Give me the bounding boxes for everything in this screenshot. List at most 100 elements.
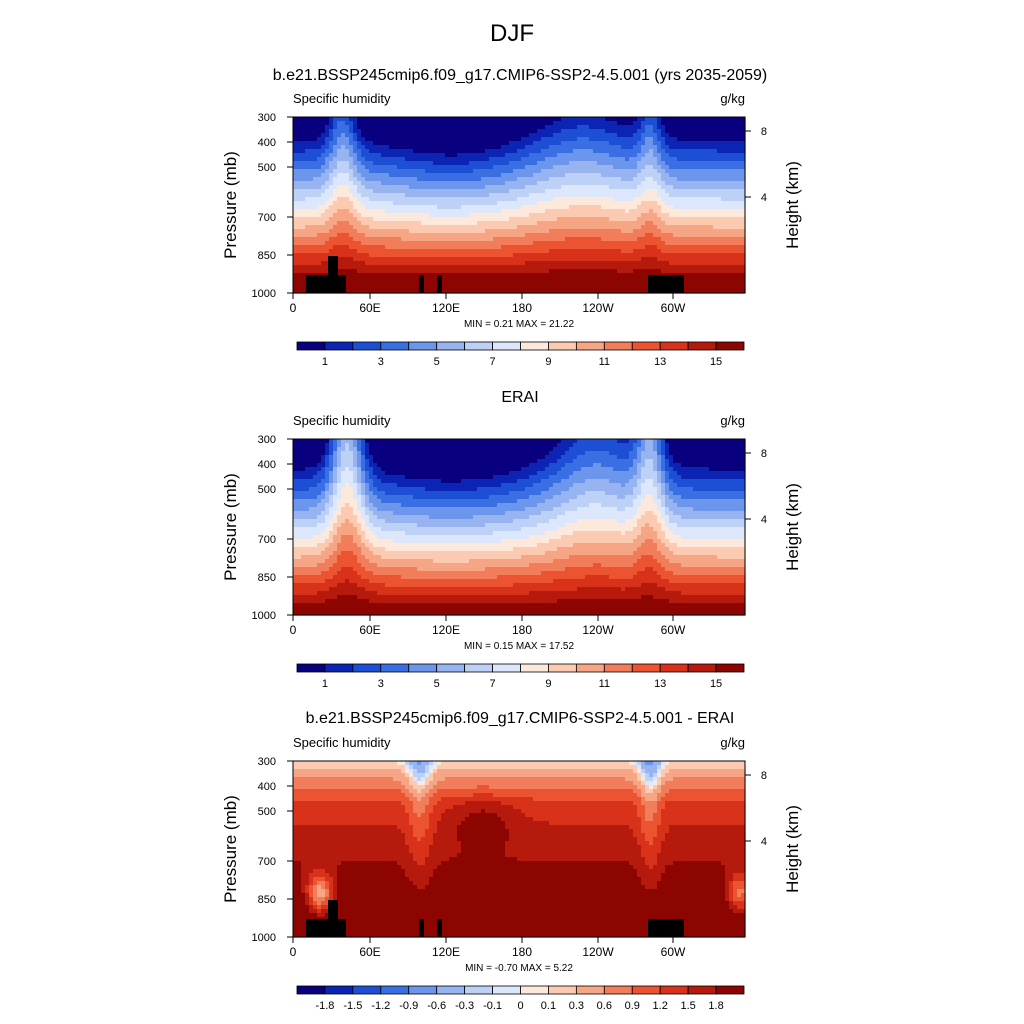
colorbar-swatch bbox=[380, 985, 410, 995]
y-tick-label: 500 bbox=[258, 162, 276, 174]
y-tick-label: 400 bbox=[258, 781, 276, 793]
y-tick-label: 300 bbox=[258, 434, 276, 446]
right-axis-label: Height (km) bbox=[783, 805, 802, 893]
colorbar-label: 3 bbox=[378, 678, 384, 690]
colorbar-label: 9 bbox=[545, 356, 551, 368]
y-tick-label: 1000 bbox=[252, 288, 276, 300]
colorbar-swatch bbox=[548, 663, 577, 673]
colorbar-swatch bbox=[464, 985, 493, 995]
y-tick-label: 300 bbox=[258, 756, 276, 768]
figure-title: DJF bbox=[490, 20, 534, 47]
colorbar-label: -0.1 bbox=[483, 1000, 502, 1012]
variable-label: Specific humidity bbox=[293, 91, 391, 106]
colorbar-swatch bbox=[436, 663, 466, 673]
colorbar-swatch bbox=[520, 663, 549, 673]
colorbar-swatch bbox=[296, 663, 326, 673]
x-tick-label: 60W bbox=[661, 945, 686, 959]
right-axis-label: Height (km) bbox=[783, 161, 802, 249]
panel-2: ERAI Specific humidity g/kg 0 60E 120E 180 120W… bbox=[221, 389, 802, 690]
colorbar-swatch bbox=[352, 341, 382, 351]
y-tick-label: 400 bbox=[258, 459, 276, 471]
topography-mask bbox=[328, 256, 338, 276]
colorbar-swatch bbox=[687, 663, 717, 673]
colorbar-swatch bbox=[408, 663, 438, 673]
colorbar-swatch bbox=[715, 663, 745, 673]
colorbar-swatch bbox=[324, 985, 354, 995]
plot-frame bbox=[292, 116, 746, 294]
x-tick-label: 60W bbox=[661, 623, 686, 637]
topography-mask bbox=[306, 275, 346, 293]
colorbar-swatch bbox=[436, 985, 466, 995]
topography-mask bbox=[437, 275, 442, 293]
colorbar-swatch bbox=[492, 341, 521, 351]
colorbar-label: 9 bbox=[545, 678, 551, 690]
colorbar-swatch bbox=[352, 663, 382, 673]
panel-title: ERAI bbox=[501, 389, 538, 406]
topography-mask bbox=[328, 900, 338, 920]
colorbar-swatch bbox=[603, 985, 633, 995]
x-tick-label: 60E bbox=[359, 945, 380, 959]
colorbar-swatch bbox=[603, 341, 633, 351]
topography-mask bbox=[648, 275, 684, 293]
contour-field bbox=[293, 761, 746, 938]
x-tick-label: 120W bbox=[582, 623, 614, 637]
x-tick-label: 0 bbox=[290, 623, 297, 637]
colorbar-swatch bbox=[575, 663, 605, 673]
variable-label: Specific humidity bbox=[293, 413, 391, 428]
x-tick-label: 120E bbox=[432, 945, 460, 959]
y-tick-label: 500 bbox=[258, 484, 276, 496]
colorbar-swatch bbox=[548, 985, 577, 995]
y-tick-label: 400 bbox=[258, 137, 276, 149]
colorbar-label: 13 bbox=[654, 678, 666, 690]
colorbar-label: -1.8 bbox=[315, 1000, 334, 1012]
right-tick-label: 4 bbox=[761, 514, 767, 526]
y-tick-label: 850 bbox=[258, 572, 276, 584]
min-max-text: MIN = 0.21 MAX = 21.22 bbox=[464, 319, 574, 330]
panel-title: b.e21.BSSP245cmip6.f09_g17.CMIP6-SSP2-4.… bbox=[273, 67, 768, 84]
panel-1: b.e21.BSSP245cmip6.f09_g17.CMIP6-SSP2-4.… bbox=[221, 67, 802, 368]
colorbar-label: 1.8 bbox=[708, 1000, 723, 1012]
y-tick-label: 700 bbox=[258, 856, 276, 868]
colorbar-swatch bbox=[520, 985, 549, 995]
colorbar-label: 0.6 bbox=[597, 1000, 612, 1012]
contour-field bbox=[293, 117, 746, 294]
colorbar-swatch bbox=[352, 985, 382, 995]
colorbar-label: 1 bbox=[322, 678, 328, 690]
topography-mask bbox=[306, 919, 346, 937]
colorbar-label: 13 bbox=[654, 356, 666, 368]
colorbar-label: 5 bbox=[434, 356, 440, 368]
x-tick-label: 0 bbox=[290, 301, 297, 315]
units-label: g/kg bbox=[720, 735, 745, 750]
units-label: g/kg bbox=[720, 91, 745, 106]
colorbar-label: 3 bbox=[378, 356, 384, 368]
colorbar-swatch bbox=[631, 663, 661, 673]
colorbar-swatch bbox=[492, 985, 521, 995]
colorbar-label: -0.6 bbox=[427, 1000, 446, 1012]
x-tick-label: 60E bbox=[359, 623, 380, 637]
units-label: g/kg bbox=[720, 413, 745, 428]
colorbar-label: -1.5 bbox=[343, 1000, 362, 1012]
y-tick-label: 850 bbox=[258, 894, 276, 906]
colorbar-label: 1.5 bbox=[680, 1000, 695, 1012]
colorbar-swatch bbox=[464, 341, 493, 351]
variable-label: Specific humidity bbox=[293, 735, 391, 750]
x-tick-label: 120W bbox=[582, 301, 614, 315]
colorbar-swatch bbox=[659, 985, 689, 995]
colorbar-swatch bbox=[324, 341, 354, 351]
colorbar-label: 11 bbox=[599, 356, 610, 368]
panel-title: b.e21.BSSP245cmip6.f09_g17.CMIP6-SSP2-4.… bbox=[306, 710, 735, 727]
x-tick-label: 180 bbox=[512, 301, 532, 315]
colorbar-label: 0.1 bbox=[541, 1000, 556, 1012]
colorbar-label: 7 bbox=[490, 678, 496, 690]
plot-frame bbox=[292, 760, 746, 938]
colorbar-swatch bbox=[687, 985, 717, 995]
colorbar-swatch bbox=[631, 985, 661, 995]
min-max-text: MIN = 0.15 MAX = 17.52 bbox=[464, 641, 574, 652]
y-tick-label: 300 bbox=[258, 112, 276, 124]
colorbar-label: 1 bbox=[322, 356, 328, 368]
colorbar-swatch bbox=[603, 663, 633, 673]
colorbar-label: -1.2 bbox=[371, 1000, 390, 1012]
topography-mask bbox=[419, 275, 424, 293]
colorbar-label: 15 bbox=[710, 678, 722, 690]
